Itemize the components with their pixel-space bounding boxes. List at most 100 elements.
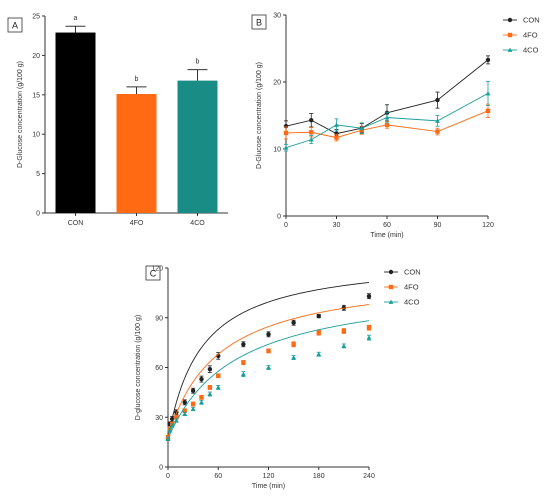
panel-a: A 0 5 10 15 20 25 D-Glucose concentration (g/10… — [7, 14, 228, 227]
significance-label: a — [74, 15, 78, 22]
data-point — [169, 423, 175, 428]
y-axis-label: D-glucose concentration (g/100 g) — [135, 315, 142, 420]
fit-curve — [167, 282, 370, 439]
legend-label: 4CO — [404, 298, 420, 307]
legend-marker — [388, 284, 394, 290]
data-point — [182, 408, 187, 413]
data-point — [359, 125, 365, 131]
data-point — [266, 332, 271, 337]
x-tick-label: CON — [68, 220, 84, 227]
x-tick-label: 240 — [363, 473, 375, 480]
legend-marker — [507, 17, 513, 23]
x-axis-label: Time (min) — [252, 483, 285, 490]
significance-label: b — [196, 59, 200, 66]
panel-label: A — [12, 21, 18, 31]
data-point — [174, 415, 179, 420]
data-point — [384, 115, 390, 120]
y-tick-label: 5 — [36, 171, 40, 178]
y-tick-label: 120 — [151, 266, 163, 273]
panel-label: B — [256, 18, 262, 28]
x-tick-label: 120 — [263, 473, 275, 480]
legend-label: 4CO — [523, 46, 539, 55]
x-tick-label: 60 — [383, 222, 391, 229]
data-point — [334, 131, 339, 136]
data-point — [366, 325, 372, 330]
y-tick-label: 20 — [273, 80, 281, 87]
data-point — [190, 388, 196, 393]
y-tick-label: 30 — [273, 13, 281, 20]
y-tick-label: 10 — [32, 132, 40, 139]
data-point — [435, 118, 440, 123]
bar-4fo — [116, 94, 157, 213]
series-4co — [283, 80, 491, 152]
data-point — [308, 137, 314, 142]
y-axis-label: D-Glucose concentration (g/100 g) — [256, 62, 263, 169]
data-point — [169, 416, 175, 422]
data-point — [316, 313, 321, 319]
y-tick-label: 25 — [32, 14, 40, 21]
panel-label: C — [150, 269, 157, 279]
series-4fo — [165, 304, 372, 440]
data-point — [190, 406, 196, 411]
panel-b: B 0 10 20 30 0 30 60 90 120 Time (min) D-Glucose co… — [251, 13, 540, 239]
x-tick-label: 0 — [284, 222, 288, 229]
data-point — [485, 90, 491, 96]
data-point — [291, 355, 297, 360]
data-point — [199, 376, 204, 382]
data-point — [334, 135, 339, 140]
x-tick-label: 120 — [482, 222, 494, 229]
x-axis-label: Time (min) — [370, 232, 403, 239]
legend-label: CON — [523, 16, 540, 25]
y-tick-label: 15 — [32, 92, 40, 99]
data-point — [435, 129, 440, 134]
data-point — [199, 399, 204, 405]
data-point — [366, 335, 372, 340]
data-point — [309, 117, 314, 123]
legend-label: 4FO — [404, 283, 419, 292]
data-point — [316, 330, 321, 335]
legend-label: CON — [404, 268, 421, 277]
panel-label-box — [251, 14, 267, 30]
data-point — [291, 320, 296, 325]
legend-marker — [507, 47, 513, 52]
data-point — [435, 97, 440, 103]
data-point — [207, 385, 213, 390]
data-point — [215, 384, 221, 390]
data-point — [485, 57, 491, 63]
data-point — [241, 342, 246, 347]
fit-curve — [167, 320, 370, 439]
x-tick-label: 180 — [313, 473, 325, 480]
data-point — [190, 401, 196, 407]
data-point — [283, 145, 289, 150]
x-tick-label: 60 — [214, 473, 222, 480]
y-tick-label: 10 — [273, 147, 281, 154]
data-point — [366, 293, 372, 299]
data-point — [182, 400, 187, 405]
panel-label-box — [145, 265, 161, 281]
fit-curve — [167, 304, 370, 438]
bar-4co — [177, 80, 218, 213]
data-point — [182, 411, 188, 416]
y-tick-label: 0 — [277, 214, 281, 221]
data-point — [283, 124, 289, 129]
legend-label: 4FO — [523, 31, 538, 40]
data-point — [173, 418, 179, 423]
data-point — [341, 343, 347, 348]
data-point — [266, 365, 271, 370]
data-point — [241, 360, 246, 365]
data-point — [334, 122, 339, 127]
data-point — [240, 371, 246, 377]
panel-label-box — [7, 17, 23, 33]
data-point — [309, 130, 314, 135]
x-tick-label: 30 — [333, 222, 341, 229]
x-tick-label: 0 — [166, 473, 170, 480]
legend-marker — [388, 269, 394, 275]
data-point — [291, 342, 296, 347]
y-tick-label: 90 — [155, 315, 163, 322]
data-point — [207, 391, 213, 396]
data-point — [165, 436, 171, 441]
data-point — [216, 373, 221, 378]
series-4co — [165, 320, 372, 441]
panel-c: C 0 30 60 90 120 0 60 120 180 240 Time (min) D-gluco… — [135, 266, 421, 491]
